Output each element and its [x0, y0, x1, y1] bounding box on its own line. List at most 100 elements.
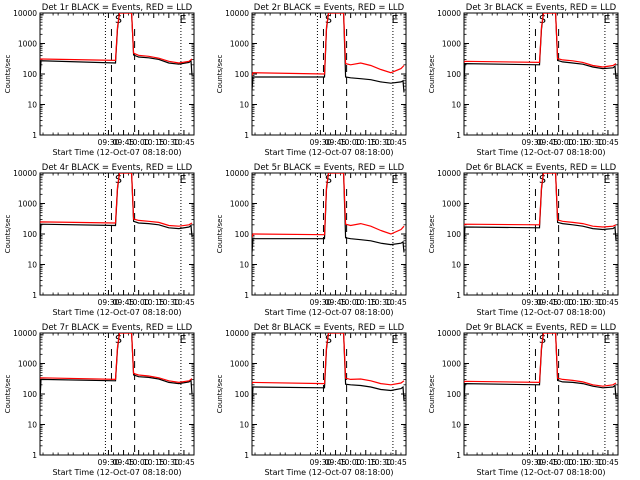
x-tick-label: 10:30 [158, 458, 180, 467]
x-tick-label: 09:45 [113, 458, 135, 467]
x-tick-label: 10:15 [355, 458, 377, 467]
marker-s: S [325, 333, 332, 346]
y-tick-label: 1000 [230, 200, 249, 209]
y-axis-label: Counts/sec [428, 375, 436, 414]
y-tick-label: 1 [244, 451, 249, 460]
marker-e: E [603, 13, 610, 26]
x-tick-label: 10:30 [370, 298, 392, 307]
x-tick-label: 10:00 [128, 138, 150, 147]
x-tick-label: 10:00 [340, 138, 362, 147]
x-tick-label: 10:45 [173, 458, 195, 467]
x-tick-label: 10:45 [173, 298, 195, 307]
x-tick-label: 09:30 [98, 458, 120, 467]
x-tick-label: 10:15 [567, 458, 589, 467]
y-tick-label: 1000 [230, 40, 249, 49]
y-tick-label: 1 [32, 291, 37, 300]
y-tick-label: 100 [447, 70, 462, 79]
x-tick-label: 09:45 [537, 298, 559, 307]
x-tick-label: 10:45 [385, 138, 407, 147]
x-axis-label: Start Time (12-Oct-07 08:18:00) [476, 148, 605, 157]
chart-panel-6: Det 6r BLACK = Events, RED = LLD 1 10 100 10… [428, 163, 619, 317]
y-tick-label: 10 [239, 421, 249, 430]
y-tick-label: 10000 [13, 9, 37, 18]
series-line-red [252, 173, 405, 238]
chart-panel-7: Det 7r BLACK = Events, RED = LLD 1 10 100 10… [4, 323, 195, 477]
y-tick-label: 100 [235, 390, 250, 399]
series-line-red [464, 333, 617, 387]
x-tick-label: 09:30 [522, 138, 544, 147]
chart-title: Det 8r BLACK = Events, RED = LLD [254, 323, 405, 333]
chart-panel-5: Det 5r BLACK = Events, RED = LLD 1 10 100 10… [216, 163, 407, 317]
x-tick-label: 10:00 [552, 458, 574, 467]
x-tick-label: 10:00 [552, 138, 574, 147]
x-tick-label: 10:00 [340, 458, 362, 467]
y-tick-label: 1 [32, 131, 37, 140]
y-tick-label: 1 [32, 451, 37, 460]
chart-title: Det 1r BLACK = Events, RED = LLD [42, 3, 193, 13]
x-tick-label: 09:30 [522, 298, 544, 307]
x-tick-label: 10:15 [143, 458, 165, 467]
y-tick-label: 10 [27, 421, 37, 430]
marker-e: E [391, 333, 398, 346]
x-tick-label: 09:45 [113, 138, 135, 147]
x-axis-label: Start Time (12-Oct-07 08:18:00) [52, 148, 181, 157]
y-axis-label: Counts/sec [216, 55, 224, 94]
y-tick-label: 100 [235, 70, 250, 79]
marker-e: E [391, 173, 398, 186]
y-axis-label: Counts/sec [4, 375, 12, 414]
chart-title: Det 4r BLACK = Events, RED = LLD [42, 163, 193, 173]
y-tick-label: 1 [244, 291, 249, 300]
x-tick-label: 10:45 [597, 138, 619, 147]
x-tick-label: 10:15 [355, 298, 377, 307]
marker-s: S [325, 173, 332, 186]
chart-panel-1: Det 1r BLACK = Events, RED = LLD 1 10 100 10… [4, 3, 195, 157]
x-tick-label: 09:45 [537, 458, 559, 467]
x-tick-label: 10:15 [143, 138, 165, 147]
plot-frame [251, 332, 407, 456]
marker-s: S [325, 13, 332, 26]
x-axis-label: Start Time (12-Oct-07 08:18:00) [264, 148, 393, 157]
x-tick-label: 10:30 [582, 298, 604, 307]
chart-title: Det 3r BLACK = Events, RED = LLD [466, 3, 617, 13]
x-tick-label: 10:30 [158, 138, 180, 147]
x-tick-label: 10:00 [340, 298, 362, 307]
x-tick-label: 09:45 [325, 138, 347, 147]
x-tick-label: 09:45 [537, 138, 559, 147]
y-tick-label: 1 [456, 291, 461, 300]
chart-title: Det 7r BLACK = Events, RED = LLD [42, 323, 193, 333]
y-tick-label: 10 [451, 261, 461, 270]
y-tick-label: 10 [451, 101, 461, 110]
x-tick-label: 10:45 [597, 298, 619, 307]
y-tick-label: 10000 [437, 9, 461, 18]
chart-title: Det 5r BLACK = Events, RED = LLD [254, 163, 405, 173]
y-tick-label: 10000 [225, 9, 249, 18]
y-tick-label: 1000 [18, 40, 37, 49]
x-tick-label: 09:45 [113, 298, 135, 307]
y-tick-label: 100 [447, 390, 462, 399]
x-axis-label: Start Time (12-Oct-07 08:18:00) [52, 308, 181, 317]
x-tick-label: 10:30 [370, 458, 392, 467]
x-tick-label: 10:15 [355, 138, 377, 147]
y-tick-label: 10000 [437, 329, 461, 338]
y-axis-label: Counts/sec [216, 215, 224, 254]
y-tick-label: 10 [451, 421, 461, 430]
x-axis-label: Start Time (12-Oct-07 08:18:00) [52, 468, 181, 477]
y-tick-label: 1000 [442, 200, 461, 209]
chart-panel-2: Det 2r BLACK = Events, RED = LLD 1 10 100 10… [216, 3, 407, 157]
y-tick-label: 10 [239, 261, 249, 270]
x-axis-label: Start Time (12-Oct-07 08:18:00) [476, 468, 605, 477]
y-axis-label: Counts/sec [4, 215, 12, 254]
x-tick-label: 10:45 [385, 298, 407, 307]
x-tick-label: 09:45 [325, 298, 347, 307]
x-axis-label: Start Time (12-Oct-07 08:18:00) [476, 308, 605, 317]
x-axis-label: Start Time (12-Oct-07 08:18:00) [264, 468, 393, 477]
y-tick-label: 1 [244, 131, 249, 140]
y-axis-label: Counts/sec [428, 55, 436, 94]
y-tick-label: 10000 [225, 169, 249, 178]
y-tick-label: 1000 [230, 360, 249, 369]
y-tick-label: 10000 [437, 169, 461, 178]
y-tick-label: 10 [239, 101, 249, 110]
x-tick-label: 10:15 [567, 138, 589, 147]
x-tick-label: 10:30 [158, 298, 180, 307]
chart-title: Det 6r BLACK = Events, RED = LLD [466, 163, 617, 173]
